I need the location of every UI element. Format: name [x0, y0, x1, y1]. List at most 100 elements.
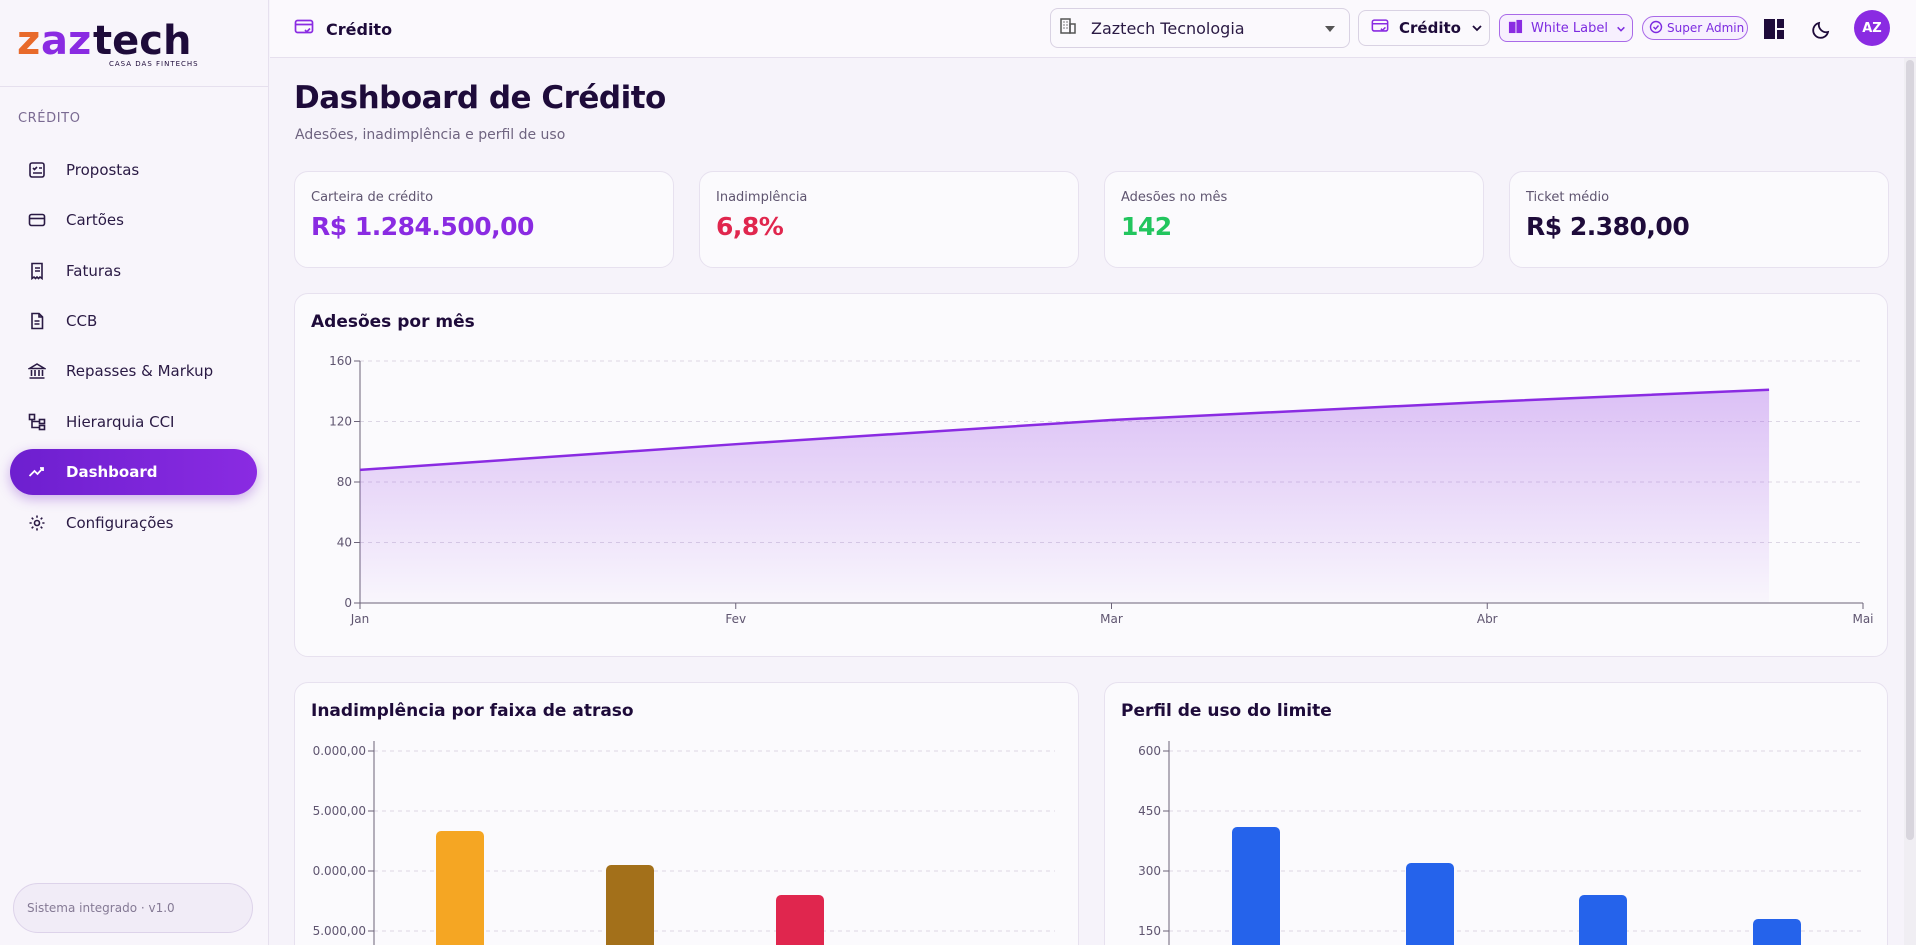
gear-icon: [28, 514, 46, 532]
layout-toggle-icon[interactable]: [1764, 19, 1784, 39]
kpi-card-inadimplencia: Inadimplência 6,8%: [699, 171, 1079, 268]
y-tick-label: 160: [329, 354, 352, 368]
sidebar-item-faturas[interactable]: Faturas: [10, 248, 257, 294]
sidebar-item-repasses[interactable]: Repasses & Markup: [10, 348, 257, 394]
sidebar-item-cartoes[interactable]: Cartões: [10, 197, 257, 243]
y-tick-label: 40: [337, 536, 352, 550]
y-tick-label: 300: [1138, 864, 1161, 878]
sidebar-item-hierarquia-cci[interactable]: Hierarquia CCI: [10, 399, 257, 445]
sidebar-item-label: Cartões: [66, 211, 124, 229]
y-tick-label: 600: [1138, 744, 1161, 758]
kpi-value: 6,8%: [716, 212, 784, 241]
kpi-label: Carteira de crédito: [311, 190, 434, 205]
page-title: Dashboard de Crédito: [294, 80, 666, 116]
trend-chart-icon: [28, 463, 46, 481]
y-tick-label: 5.000,00: [313, 924, 366, 938]
chart-title: Adesões por mês: [311, 312, 475, 332]
bar: [776, 895, 824, 945]
caret-down-icon: [1325, 26, 1335, 32]
bar: [1406, 863, 1454, 945]
building-icon: [1059, 17, 1077, 39]
bar: [1232, 827, 1280, 945]
logo-tagline: CASA DAS FINTECHS: [109, 60, 199, 68]
kpi-value: 142: [1121, 212, 1172, 241]
sidebar-item-propostas[interactable]: Propostas: [10, 147, 257, 193]
adesoes-chart-card: 0 40 80 120 160 Jan Fev Mar Abr Mai Adesões por m…: [294, 293, 1888, 657]
kpi-label: Inadimplência: [716, 190, 808, 205]
company-select[interactable]: Zaztech Tecnologia: [1050, 8, 1350, 48]
buildings-icon: [1508, 19, 1523, 38]
sidebar: z az tech CASA DAS FINTECHS CRÉDITO Prop…: [0, 0, 269, 945]
x-tick-label: Abr: [1477, 612, 1498, 626]
x-tick-label: Jan: [350, 612, 370, 626]
logo-text-az: az: [41, 18, 91, 64]
y-tick-label: 5.000,00: [313, 804, 366, 818]
super-admin-text: Super Admin: [1667, 21, 1745, 35]
scrollbar-thumb[interactable]: [1906, 60, 1914, 840]
module-title-text: Crédito: [326, 19, 393, 39]
y-tick-label: 120: [329, 415, 352, 429]
y-tick-label: 0.000,00: [313, 864, 366, 878]
white-label-text: White Label: [1531, 20, 1609, 36]
logo-divider: [0, 86, 269, 87]
bank-icon: [28, 362, 46, 380]
bar: [1753, 919, 1801, 945]
kpi-label: Adesões no mês: [1121, 190, 1228, 205]
sidebar-item-label: Faturas: [66, 262, 122, 280]
y-tick-label: 150: [1138, 924, 1161, 938]
x-tick-label: Mai: [1852, 612, 1873, 626]
sidebar-item-label: Propostas: [66, 161, 140, 179]
sidebar-item-label: CCB: [66, 312, 98, 330]
credit-card-check-icon: [294, 17, 314, 41]
sidebar-item-ccb[interactable]: CCB: [10, 298, 257, 344]
module-select-value: Crédito: [1399, 19, 1461, 37]
kpi-card-adesoes: Adesões no mês 142: [1104, 171, 1484, 268]
x-tick-label: Mar: [1100, 612, 1123, 626]
area-fill: [360, 389, 1770, 603]
sidebar-item-dashboard[interactable]: Dashboard: [10, 449, 257, 495]
system-version-badge: Sistema integrado · v1.0: [13, 883, 253, 933]
inadimplencia-bar-chart: 5.000,00 0.000,00 5.000,00 0.000,00: [313, 741, 1055, 945]
y-tick-label: 0: [344, 596, 352, 610]
adesoes-area-chart: 0 40 80 120 160 Jan Fev Mar Abr Mai: [329, 354, 1873, 626]
kpi-value: R$ 2.380,00: [1526, 212, 1690, 241]
kpi-value: R$ 1.284.500,00: [311, 212, 534, 241]
module-title: Crédito: [294, 17, 392, 41]
top-bar: Crédito Zaztech Tecnologia Crédito White…: [270, 0, 1916, 58]
credit-card-check-icon: [1371, 17, 1389, 39]
chart-title: Perfil de uso do limite: [1121, 701, 1332, 721]
y-tick-label: 0.000,00: [313, 744, 366, 758]
kpi-card-carteira: Carteira de crédito R$ 1.284.500,00: [294, 171, 674, 268]
credit-card-icon: [28, 211, 46, 229]
kpi-card-ticket-medio: Ticket médio R$ 2.380,00: [1509, 171, 1889, 268]
document-icon: [28, 312, 46, 330]
chevron-down-icon: [1471, 19, 1483, 38]
sidebar-item-configuracoes[interactable]: Configurações: [10, 500, 257, 546]
chevron-down-icon: [1616, 19, 1626, 38]
moon-icon[interactable]: [1811, 18, 1833, 40]
hierarchy-icon: [28, 413, 46, 431]
logo-text-z: z: [17, 18, 40, 64]
bar: [606, 865, 654, 945]
bar: [436, 831, 484, 945]
receipt-icon: [28, 262, 46, 280]
sidebar-item-label: Repasses & Markup: [66, 362, 214, 380]
checklist-icon: [28, 161, 46, 179]
module-select[interactable]: Crédito: [1358, 10, 1490, 46]
company-select-value: Zaztech Tecnologia: [1091, 18, 1245, 38]
zaztech-logo[interactable]: z az tech CASA DAS FINTECHS: [17, 14, 217, 70]
sidebar-item-label: Dashboard: [66, 463, 158, 481]
y-tick-label: 80: [337, 475, 352, 489]
perfil-uso-bar-chart: 150 300 450 600: [1138, 741, 1865, 945]
inadimplencia-chart-card: 5.000,00 0.000,00 5.000,00 0.000,00 Inadimp…: [294, 682, 1079, 945]
y-tick-label: 450: [1138, 804, 1161, 818]
page-subtitle: Adesões, inadimplência e perfil de uso: [295, 127, 566, 143]
super-admin-badge: Super Admin: [1642, 16, 1748, 40]
chart-title: Inadimplência por faixa de atraso: [311, 701, 634, 721]
avatar[interactable]: AZ: [1854, 10, 1890, 46]
shield-icon: [1649, 19, 1663, 38]
white-label-dropdown[interactable]: White Label: [1499, 14, 1633, 42]
logo-text-tech: tech: [93, 18, 191, 64]
sidebar-item-label: Configurações: [66, 514, 174, 532]
perfil-uso-chart-card: 150 300 450 600 Perfil de uso do limite: [1104, 682, 1888, 945]
